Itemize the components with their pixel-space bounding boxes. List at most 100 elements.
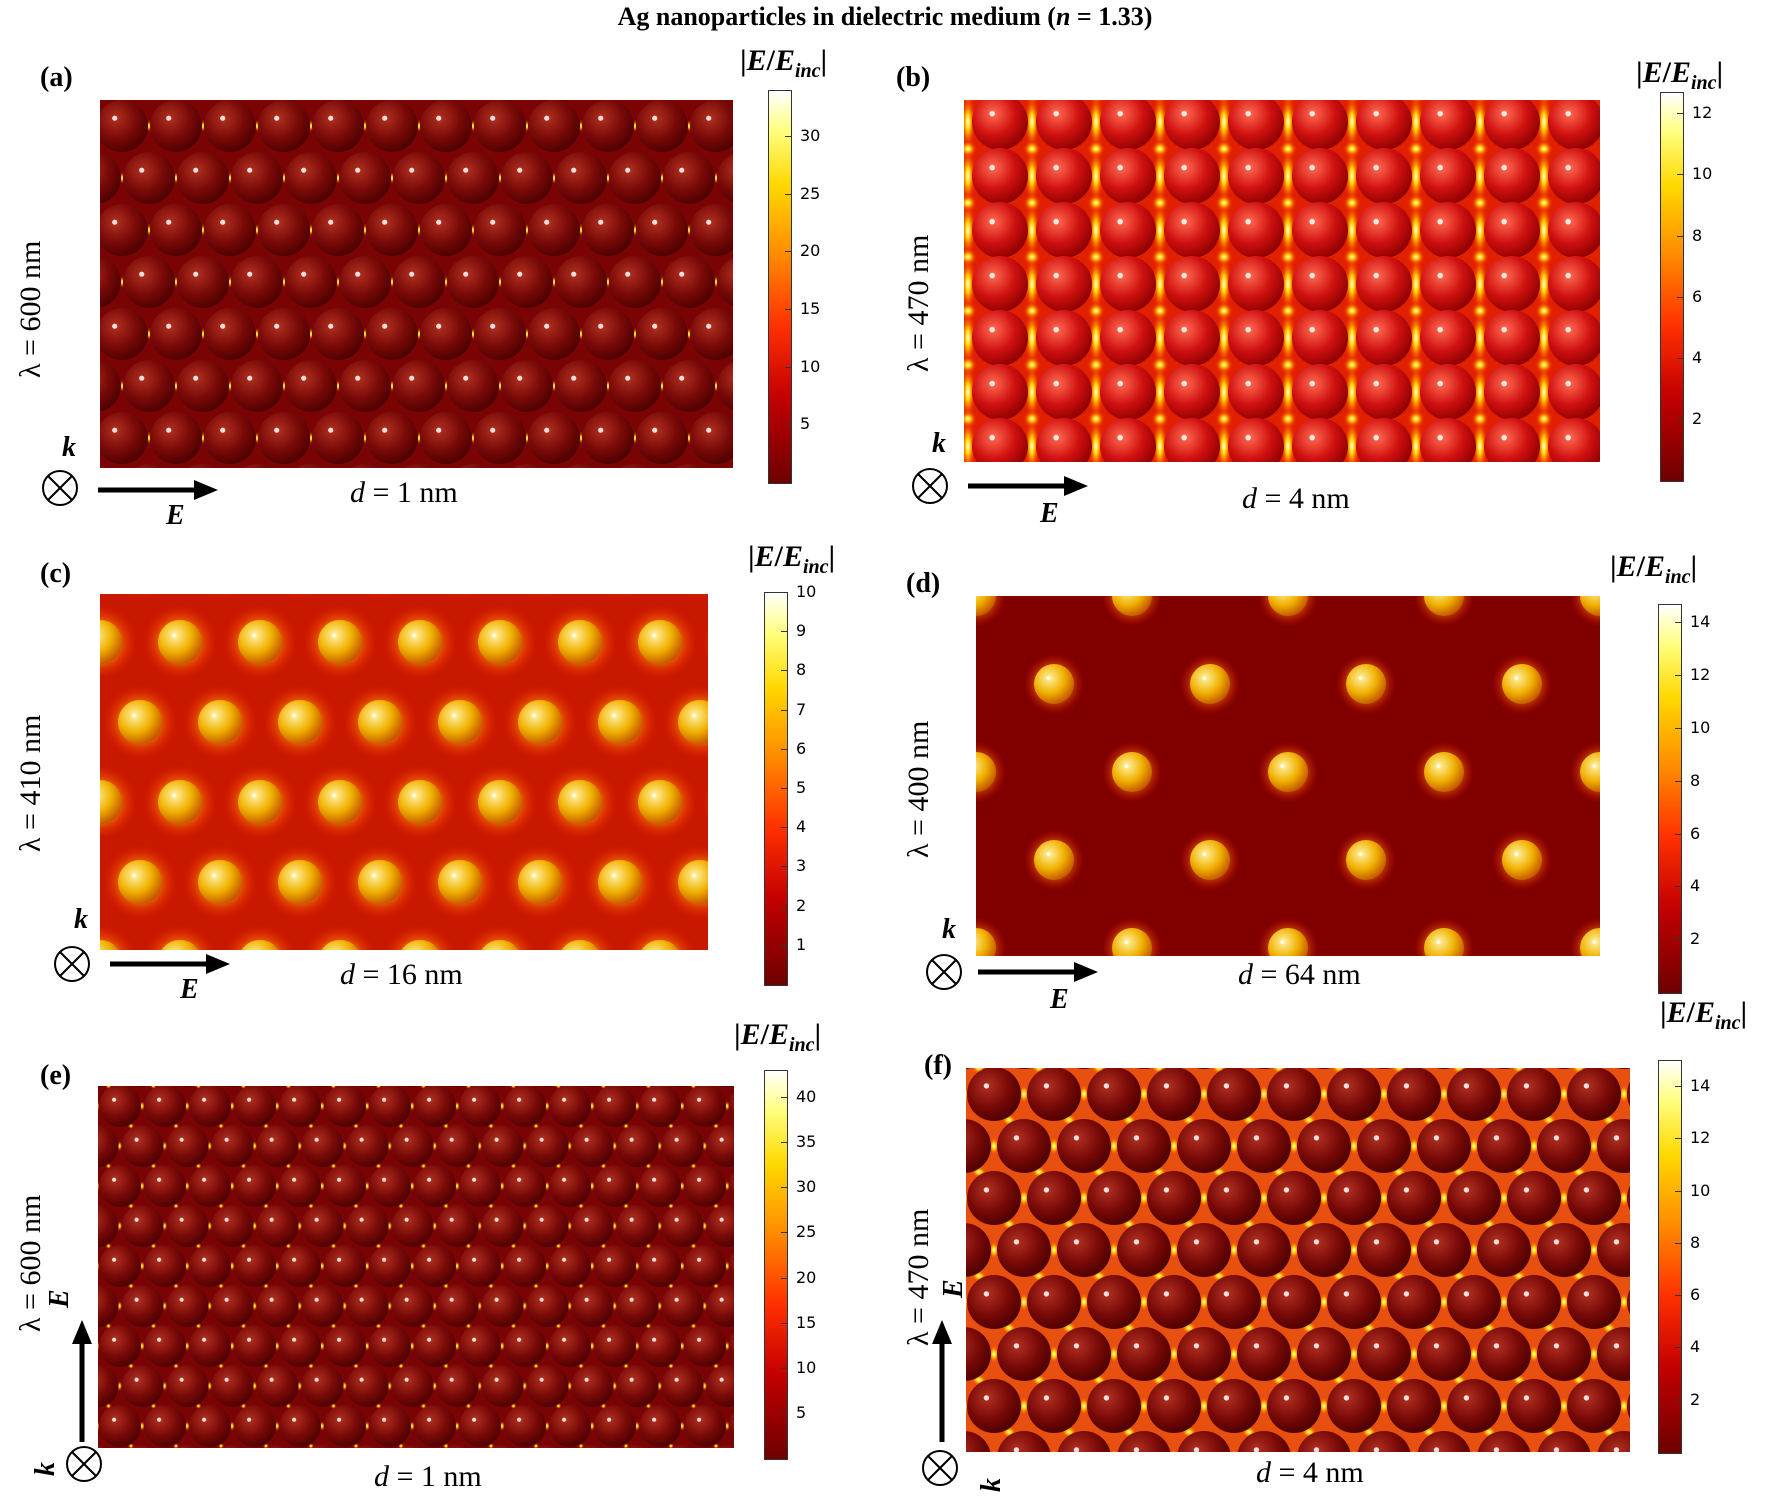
specular-highlight <box>491 793 497 798</box>
specular-highlight <box>1553 1447 1560 1452</box>
nanoparticle <box>729 1252 734 1280</box>
nanoparticle <box>549 1086 591 1127</box>
hot-spot <box>1536 364 1552 420</box>
nanoparticle <box>1556 1068 1572 1069</box>
colorbar-tick-label: 8 <box>1690 1232 1701 1252</box>
field-halo <box>280 594 320 600</box>
nanoparticle <box>1100 100 1156 150</box>
nanoparticle <box>1036 310 1092 366</box>
specular-highlight <box>1223 1187 1230 1193</box>
hot-spot <box>1408 418 1424 462</box>
nanoparticle <box>1507 1171 1561 1225</box>
hot-spot <box>1348 1240 1360 1260</box>
specular-highlight <box>436 115 442 121</box>
nanoparticle <box>571 1365 614 1407</box>
specular-highlight <box>1053 272 1059 279</box>
specular-highlight <box>1523 1083 1530 1089</box>
nanoparticle <box>420 100 472 152</box>
specular-highlight <box>1501 272 1507 279</box>
specular-highlight <box>1501 380 1507 387</box>
specular-highlight <box>1373 434 1379 441</box>
hot-spot <box>1024 364 1040 420</box>
colorbar-tick-label: 9 <box>796 621 807 641</box>
colorbar-tick-label: 2 <box>796 895 807 915</box>
nanoparticle <box>1100 364 1156 420</box>
nanoparticle <box>1207 1379 1261 1433</box>
nanoparticle <box>1297 1119 1351 1173</box>
nanoparticle <box>1147 1171 1201 1225</box>
nanoparticle <box>211 1125 254 1167</box>
hot-spot <box>1408 256 1424 312</box>
nanoparticle <box>121 1285 164 1327</box>
nanoparticle <box>528 308 580 360</box>
field-map <box>966 1068 1630 1452</box>
specular-highlight <box>1373 164 1379 171</box>
nanoparticle <box>1502 840 1542 880</box>
specular-highlight <box>131 873 137 878</box>
colorbar-tick-label: 8 <box>1692 225 1703 245</box>
specular-highlight <box>652 1337 657 1342</box>
nanoparticle <box>356 1445 379 1448</box>
colorbar-tick-label: 6 <box>1692 286 1703 306</box>
specular-highlight <box>562 1257 567 1262</box>
nanoparticle <box>1356 148 1412 204</box>
colorbar-tick-label: 10 <box>796 1357 817 1377</box>
specular-highlight <box>269 1297 274 1302</box>
specular-highlight <box>1501 434 1507 441</box>
nanoparticle <box>676 1086 689 1087</box>
specular-highlight <box>355 271 361 277</box>
nanoparticle <box>1177 1431 1231 1452</box>
specular-highlight <box>1553 1343 1560 1349</box>
specular-highlight <box>139 375 145 381</box>
specular-highlight <box>139 167 145 173</box>
field-halo <box>702 782 708 822</box>
nanoparticle <box>1496 1068 1512 1069</box>
nanoparticle <box>501 360 553 412</box>
nanoparticle <box>717 154 733 202</box>
hot-spot <box>988 1136 1000 1156</box>
hot-spot <box>1289 1448 1299 1452</box>
nanoparticle <box>671 1445 694 1448</box>
specular-highlight <box>337 1337 342 1342</box>
hot-spot <box>1078 1188 1090 1208</box>
specular-highlight <box>1245 272 1251 279</box>
specular-highlight <box>1592 940 1597 944</box>
colorbar-tick-mark <box>781 1277 787 1279</box>
nanoparticle <box>1177 1119 1231 1173</box>
nanoparticle <box>518 700 562 744</box>
nanoparticle <box>496 1086 509 1087</box>
nanoparticle <box>1548 256 1600 312</box>
nanoparticle <box>1417 1223 1471 1277</box>
nanoparticle <box>258 100 310 152</box>
specular-highlight <box>134 1217 139 1222</box>
hot-spot <box>964 256 976 312</box>
specular-highlight <box>697 1177 702 1182</box>
specular-highlight <box>719 1377 724 1382</box>
colorbar-tick-label: 5 <box>796 1402 807 1422</box>
specular-highlight <box>247 1417 252 1422</box>
colorbar-title: |E/Einc| <box>740 44 828 82</box>
nanoparticle <box>638 620 682 664</box>
specular-highlight <box>449 1297 454 1302</box>
nanoparticle <box>1537 1431 1591 1452</box>
specular-highlight <box>1245 434 1251 441</box>
nanoparticle <box>609 360 661 412</box>
specular-highlight <box>220 427 226 433</box>
field-halo <box>680 594 708 600</box>
specular-highlight <box>1373 380 1379 387</box>
colorbar-tick-label: 2 <box>1692 408 1703 428</box>
nanoparticle <box>1256 1068 1272 1069</box>
specular-highlight <box>629 1137 634 1142</box>
specular-highlight <box>427 1177 432 1182</box>
nanoparticle <box>420 412 472 464</box>
nanoparticle <box>1580 752 1600 792</box>
hot-spot <box>1472 364 1488 420</box>
hot-spot <box>1258 1292 1270 1312</box>
nanoparticle <box>1036 364 1092 420</box>
nanoparticle <box>238 780 282 824</box>
specular-highlight <box>989 272 995 279</box>
colorbar-title: |E/Einc| <box>734 1018 822 1056</box>
hot-spot <box>1169 1448 1179 1452</box>
hot-spot <box>964 310 976 366</box>
specular-highlight <box>1463 1187 1470 1193</box>
